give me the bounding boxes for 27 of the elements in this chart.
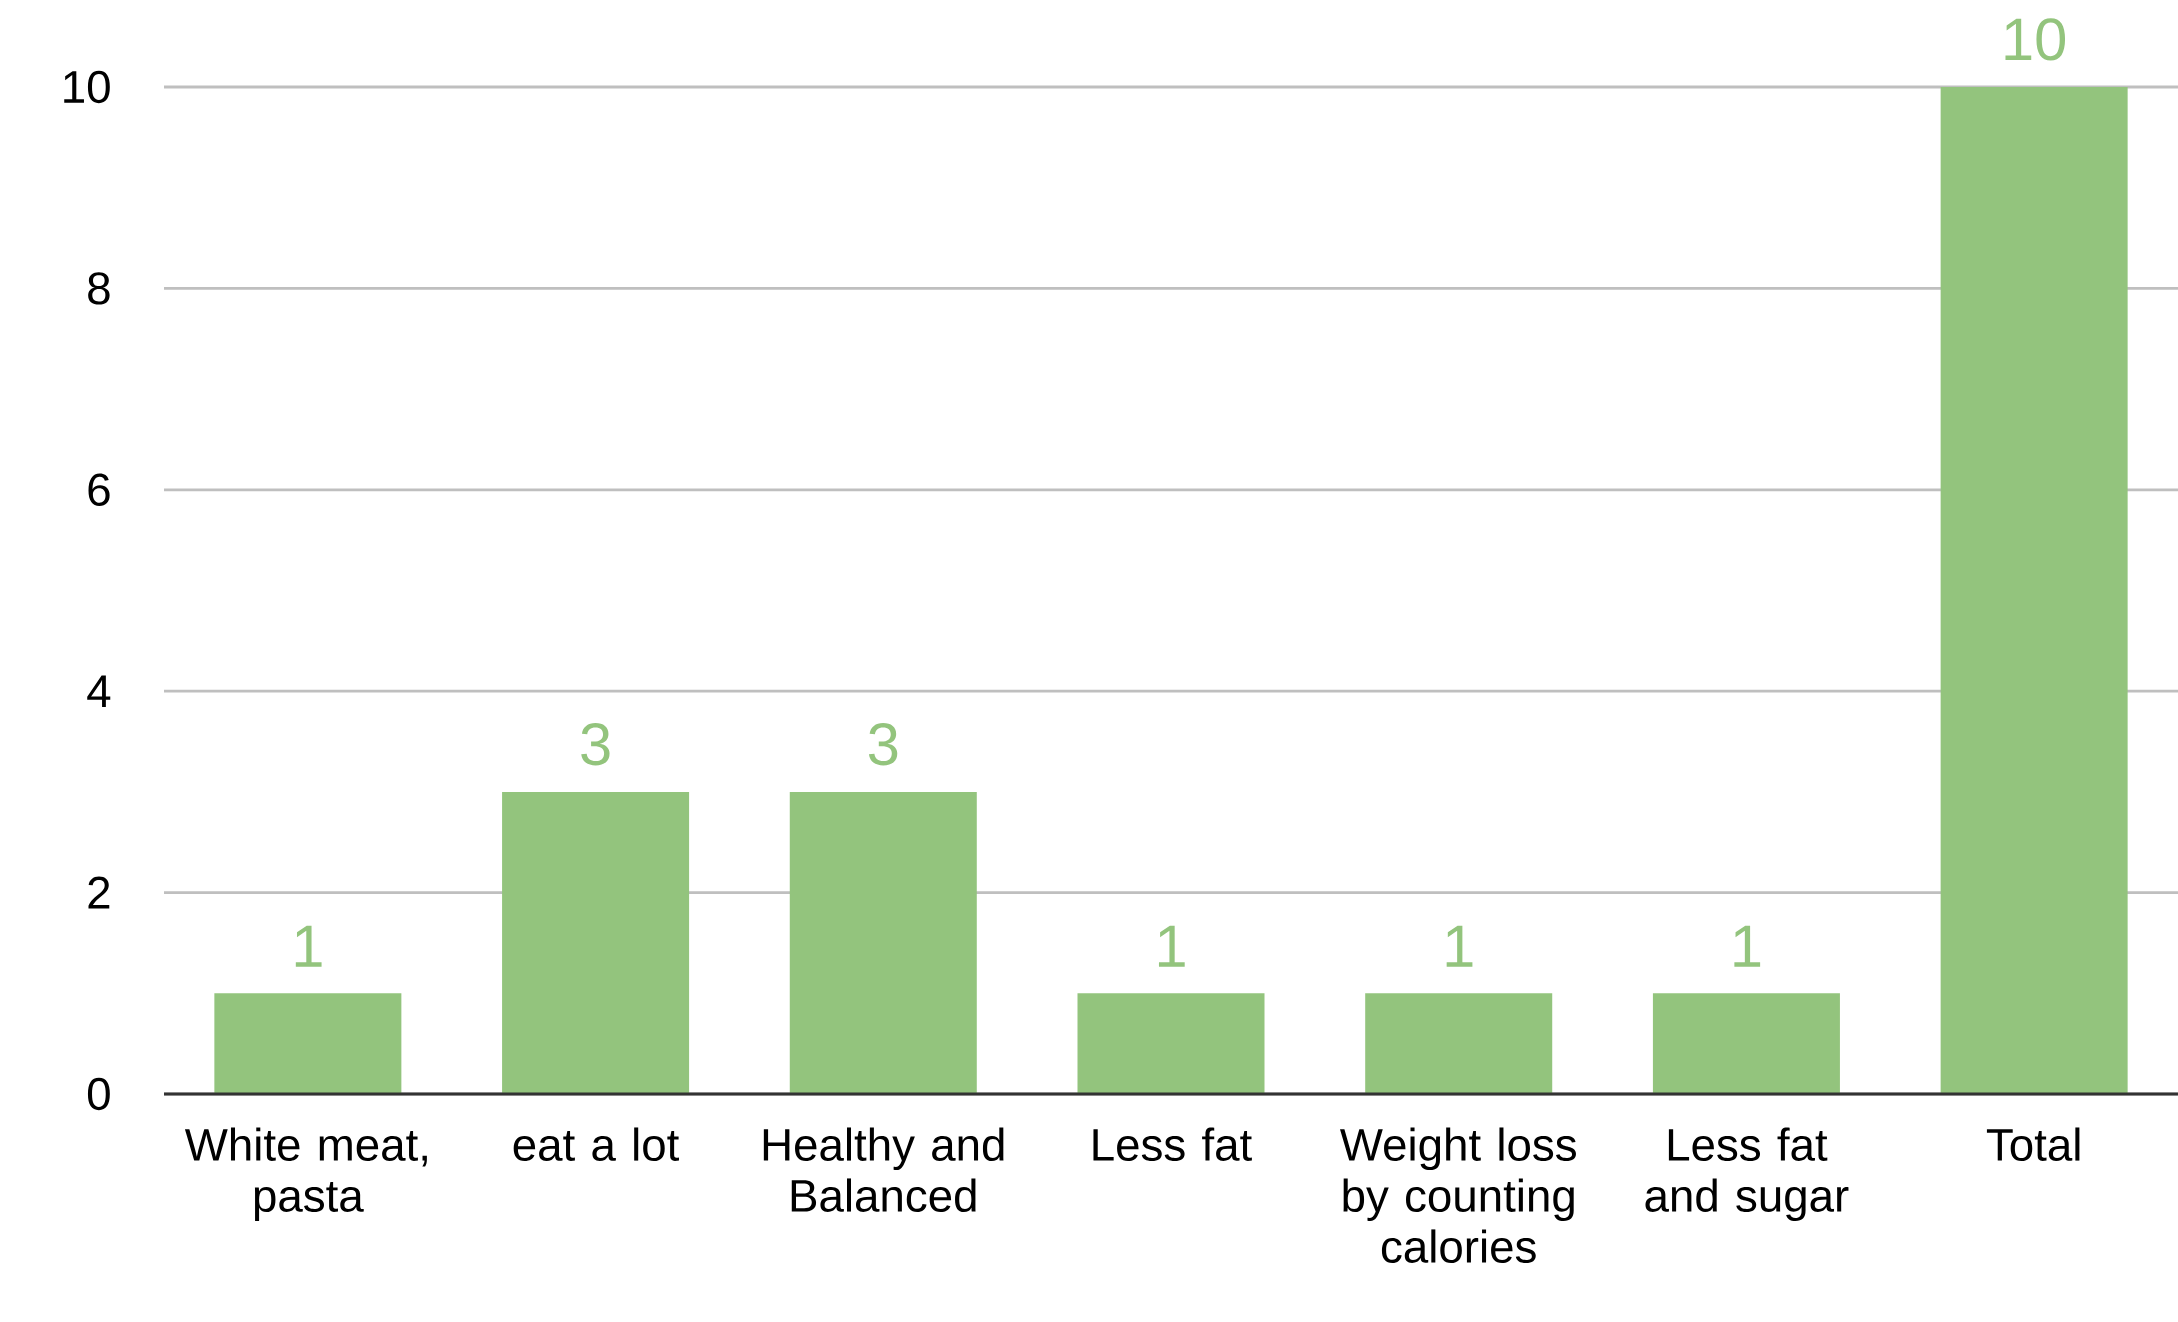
data-label: 3 bbox=[868, 723, 898, 766]
data-label: 1 bbox=[295, 925, 322, 967]
bar bbox=[789, 791, 977, 1094]
data-label: 1 bbox=[1734, 925, 1761, 967]
x-tick-label: Total bbox=[1986, 1127, 2080, 1162]
x-tick-label: Less fat bbox=[1093, 1127, 1252, 1161]
bar bbox=[502, 791, 690, 1094]
bar bbox=[1652, 993, 1840, 1094]
x-tick-label: Less fat and sugar bbox=[1645, 1127, 1849, 1221]
data-label: 3 bbox=[581, 723, 610, 766]
y-tick-label: 0 bbox=[87, 1077, 110, 1111]
x-tick-label: Healthy and Balanced bbox=[763, 1127, 1004, 1212]
y-tick-label: 10 bbox=[64, 70, 110, 104]
y-tick-label: 8 bbox=[88, 272, 110, 305]
bar bbox=[1940, 86, 2128, 1094]
x-tick-label: White meat, pasta bbox=[184, 1127, 427, 1222]
data-label: 1 bbox=[1446, 925, 1473, 967]
bar bbox=[1365, 993, 1553, 1094]
y-tick-label: 4 bbox=[87, 675, 111, 707]
y-tick-label: 6 bbox=[88, 473, 110, 506]
bar bbox=[214, 993, 402, 1094]
y-tick-label: 2 bbox=[88, 876, 110, 909]
data-label: 1 bbox=[1158, 925, 1185, 967]
data-label: 10 bbox=[2005, 18, 2066, 61]
bar bbox=[1077, 993, 1265, 1094]
x-tick-label: Weight loss by counting calories bbox=[1340, 1127, 1576, 1263]
x-tick-label: eat a lot bbox=[513, 1127, 679, 1162]
